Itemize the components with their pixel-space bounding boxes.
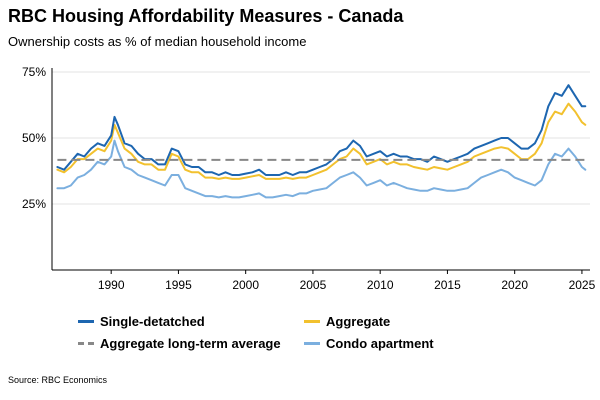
series-line-single-detatched — [56, 84, 587, 176]
chart-subtitle: Ownership costs as % of median household… — [8, 34, 307, 49]
axes — [51, 68, 590, 274]
legend-label-aggregate: Aggregate — [326, 314, 391, 329]
legend-item-single-detatched: Single-detatched — [78, 314, 205, 329]
legend-item-condo-apartment: Condo apartment — [304, 336, 434, 351]
x-tick-label-1990: 1990 — [98, 278, 125, 292]
y-tick-label-50: 50% — [22, 131, 46, 145]
x-tick-label-1995: 1995 — [165, 278, 192, 292]
legend-label-single-detatched: Single-detatched — [100, 314, 205, 329]
source-note: Source: RBC Economics — [8, 375, 108, 385]
legend-swatch-long-term-average — [78, 342, 94, 345]
x-tick-label-2010: 2010 — [367, 278, 394, 292]
series-line-condo-apartment — [56, 139, 587, 199]
legend-label-long-term-average: Aggregate long-term average — [100, 336, 281, 351]
legend-swatch-aggregate — [304, 320, 320, 323]
legend-label-condo-apartment: Condo apartment — [326, 336, 434, 351]
chart-title: RBC Housing Affordability Measures - Can… — [8, 6, 404, 26]
legend-swatch-single-detatched — [78, 320, 94, 323]
series-lines — [56, 84, 587, 199]
x-tick-label-2015: 2015 — [434, 278, 461, 292]
x-tick-label-2025: 2025 — [569, 278, 596, 292]
x-tick-label-2000: 2000 — [232, 278, 259, 292]
y-tick-label-75: 75% — [22, 65, 46, 79]
legend-item-aggregate: Aggregate — [304, 314, 390, 329]
x-tick-label-2005: 2005 — [300, 278, 327, 292]
x-tick-label-2020: 2020 — [501, 278, 528, 292]
legend-swatch-condo-apartment — [304, 342, 320, 345]
series-line-aggregate — [56, 102, 587, 180]
y-tick-label-25: 25% — [22, 197, 46, 211]
legend-item-long-term-average: Aggregate long-term average — [78, 336, 281, 351]
tick-labels: 25% 50% 75% 1990 1995 2000 2005 2010 2015 2020 202… — [22, 65, 596, 292]
